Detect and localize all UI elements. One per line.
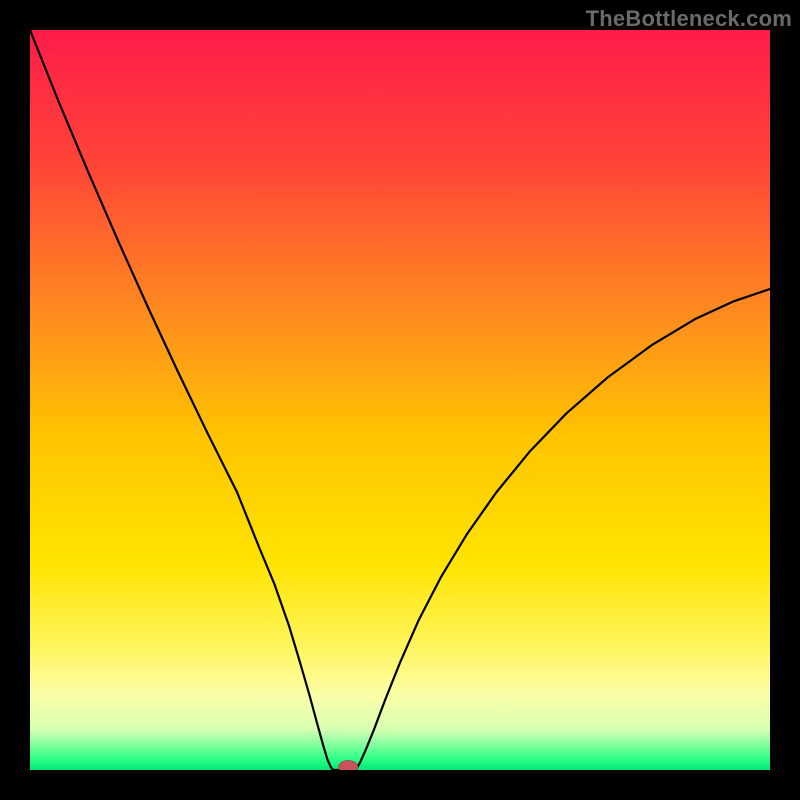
plot-background: [30, 30, 770, 770]
chart-frame: TheBottleneck.com: [0, 0, 800, 800]
optimum-marker: [339, 760, 358, 773]
bottleneck-chart: [0, 0, 800, 800]
watermark-label: TheBottleneck.com: [586, 6, 792, 32]
